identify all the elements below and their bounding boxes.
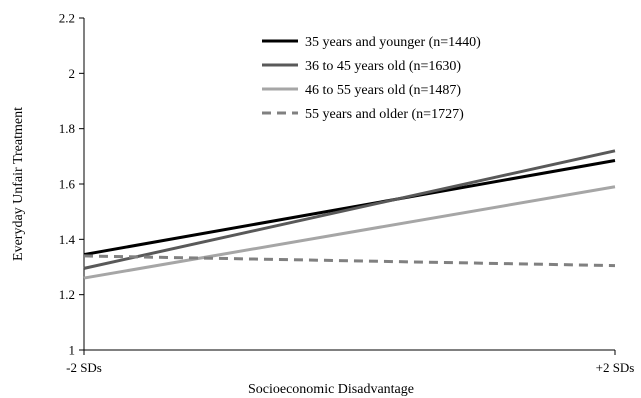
x-axis-title: Socioeconomic Disadvantage <box>248 382 414 397</box>
y-axis: 1 1.2 1.4 1.6 1.8 2 2.2 <box>59 11 85 358</box>
series-line-4 <box>83 254 616 268</box>
series-lines <box>83 149 616 280</box>
y-tick-label: 1.2 <box>59 287 75 302</box>
y-tick-label: 1.6 <box>59 177 76 192</box>
series-line-1 <box>83 159 616 257</box>
x-axis: -2 SDs +2 SDs <box>66 349 634 375</box>
y-tick-label: 2.2 <box>59 11 75 26</box>
y-ticks: 1 1.2 1.4 1.6 1.8 2 2.2 <box>59 11 84 358</box>
legend-label-4: 55 years and older (n=1727) <box>305 107 464 122</box>
y-tick-label: 1.4 <box>59 232 76 247</box>
y-tick-label: 2 <box>69 66 76 81</box>
legend: 35 years and younger (n=1440) 36 to 45 ye… <box>262 35 481 122</box>
legend-label-3: 46 to 55 years old (n=1487) <box>305 83 461 98</box>
y-tick-label: 1.8 <box>59 121 75 136</box>
series-line-3 <box>83 185 616 280</box>
x-ticks: -2 SDs +2 SDs <box>66 350 634 375</box>
legend-label-1: 35 years and younger (n=1440) <box>305 35 481 50</box>
series-line-2 <box>83 149 616 270</box>
x-tick-label: +2 SDs <box>596 360 635 375</box>
legend-label-2: 36 to 45 years old (n=1630) <box>305 59 461 74</box>
y-tick-label: 1 <box>69 343 76 358</box>
y-axis-title: Everyday Unfair Treatment <box>11 107 26 261</box>
x-tick-label: -2 SDs <box>66 360 102 375</box>
